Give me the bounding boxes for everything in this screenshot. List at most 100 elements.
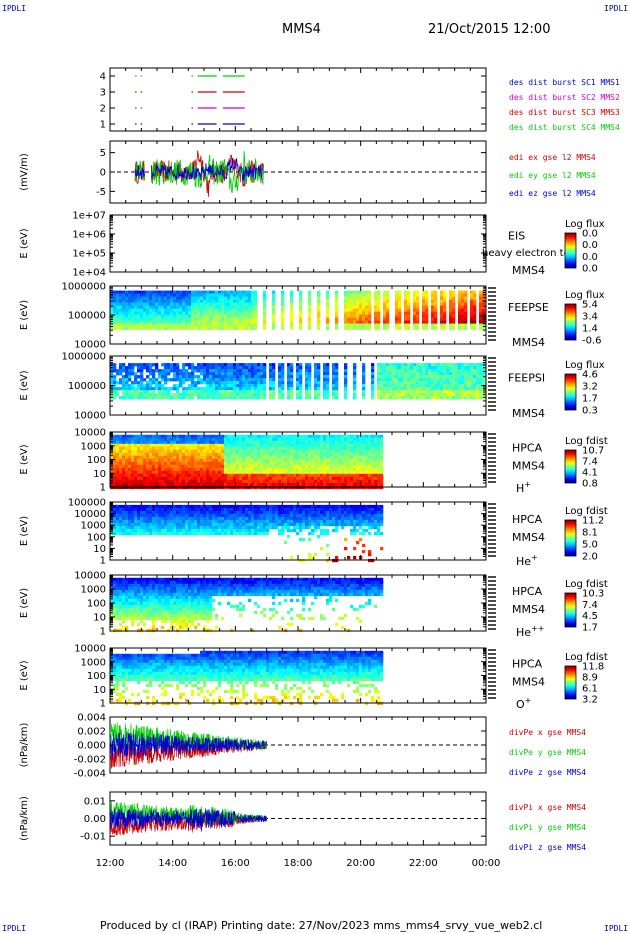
panel-hpca-h-species-sup: + — [524, 480, 531, 489]
panel-hpca-h-ytick-label: 1 — [100, 483, 106, 494]
corner-label-top-left: IPDLI — [2, 4, 27, 13]
panel-divpe-ytick-label: 0.000 — [77, 741, 106, 752]
panel-feepsi-colorbar-tick: 0.3 — [582, 406, 598, 417]
panel-hpca-hepp-spectrogram — [110, 577, 384, 633]
panel-eis-colorbar — [564, 232, 577, 269]
panel-eis-colorbar-title: Log flux — [565, 219, 605, 230]
x-tick-label: 00:00 — [472, 858, 501, 869]
panel-efield-ytick-label: 0 — [100, 168, 106, 179]
panel-hpca-h-colorbar-tick: 10.7 — [582, 446, 604, 457]
panel-feepse-ytick-label: 100000 — [68, 311, 106, 322]
panel-hpca-h-spectrogram — [110, 434, 384, 490]
panel-hpca-o-ytick-label: 1000 — [81, 657, 106, 668]
panel-hpca-he-colorbar-tick: 11.2 — [582, 516, 604, 527]
panel-hpca-he-colorbar — [564, 519, 577, 557]
panel-feepsi-instrument: FEEPSI — [508, 372, 545, 385]
panel-divpe-legend: divPe y gse MMS4 — [509, 748, 586, 757]
x-tick-label: 20:00 — [346, 858, 375, 869]
panel-feepse-ylabel: E (eV) — [19, 300, 30, 330]
panel-hpca-he-ytick-label: 1000 — [81, 521, 106, 532]
panel-feepse-ytick-label: 1000000 — [61, 282, 106, 293]
panel-eis-ytick-label: 1e+06 — [72, 230, 106, 241]
panel-hpca-hepp-colorbar-tick: 4.5 — [582, 611, 598, 622]
panel-hpca-o-species-sup: + — [525, 696, 532, 705]
panel-hpca-o-colorbar-tick: 3.2 — [582, 695, 598, 706]
panel-hpca-h-ytick-label: 1000 — [81, 441, 106, 452]
panel-burst-legend: des dist burst SC2 MMS2 — [509, 93, 620, 102]
panel-divpe-ytick-label: 0.002 — [77, 727, 106, 738]
panel-burst-frame — [109, 67, 487, 132]
panel-hpca-he-ytick-label: 100000 — [68, 498, 106, 509]
panel-divpi-legend: divPi y gse MMS4 — [509, 823, 586, 832]
panel-feepsi-ytick-label: 1000000 — [61, 352, 106, 363]
panel-feepse-colorbar-title: Log flux — [565, 290, 605, 301]
panel-efield-ytick-label: -5 — [96, 187, 106, 198]
panel-hpca-he-colorbar-title: Log fdist — [565, 506, 608, 517]
panel-hpca-he-ytick-label: 100 — [87, 532, 106, 543]
corner-label-bottom-right: IPDLI — [604, 924, 629, 933]
panel-divpi-series — [109, 808, 267, 829]
panel-hpca-he-ylabel: E (eV) — [19, 516, 30, 546]
panel-eis-overlay-text: heavy electron to — [482, 248, 570, 259]
panel-hpca-hepp-spacecraft: MMS4 — [512, 603, 545, 616]
panel-hpca-h-ytick-label: 10 — [93, 469, 106, 480]
panel-divpe-ytick-label: -0.002 — [74, 755, 106, 766]
panel-hpca-hepp-ytick-label: 1000 — [81, 585, 106, 596]
panel-hpca-o-colorbar-tick: 6.1 — [582, 684, 598, 695]
panel-divpe-ytick-label: 0.004 — [77, 713, 106, 724]
x-tick-label: 16:00 — [221, 858, 250, 869]
panel-burst-ytick-label: 2 — [100, 104, 106, 115]
panel-hpca-he-ytick-label: 1 — [100, 556, 106, 567]
panel-eis-frame — [109, 214, 487, 273]
panel-hpca-h-ytick-label: 10000 — [74, 428, 106, 439]
panel-feepse-colorbar-tick: -0.6 — [582, 336, 602, 347]
panel-hpca-hepp-colorbar-tick: 1.7 — [582, 623, 598, 634]
panel-efield-ytick-label: 5 — [100, 148, 106, 159]
panel-feepse-colorbar-tick: 1.4 — [582, 324, 598, 335]
panel-hpca-hepp-ylabel: E (eV) — [19, 588, 30, 618]
panel-feepsi-ytick-label: 100000 — [68, 381, 106, 392]
panel-feepsi-ytick-label: 10000 — [74, 411, 106, 422]
panel-burst-legend: des dist burst SC1 MMS1 — [509, 78, 620, 87]
panel-eis-colorbar-tick: 0.0 — [582, 252, 598, 263]
panel-feepse-spacecraft: MMS4 — [512, 336, 545, 349]
panel-feepse-spectrogram — [110, 290, 486, 330]
panel-hpca-hepp-species: He++ — [516, 624, 544, 639]
panel-divpe-ytick-label: -0.004 — [74, 769, 106, 780]
panel-hpca-h-colorbar — [564, 449, 577, 484]
panel-hpca-h-spacecraft: MMS4 — [512, 460, 545, 473]
panel-efield-legend: edi ey gse l2 MMS4 — [509, 171, 596, 180]
panel-hpca-he-colorbar-tick: 2.0 — [582, 552, 598, 563]
panel-hpca-he-ytick-label: 10 — [93, 544, 106, 555]
corner-label-top-right: IPDLI — [604, 4, 629, 13]
panel-hpca-o-ytick-label: 1 — [100, 699, 106, 710]
panel-burst-ytick-label: 4 — [100, 72, 106, 83]
x-tick-label: 22:00 — [409, 858, 438, 869]
panel-divpi-ylabel: (nPa/km) — [19, 796, 30, 841]
panel-eis-colorbar-tick: 0.0 — [582, 240, 598, 251]
panel-hpca-o-ylabel: E (eV) — [19, 660, 30, 690]
panel-hpca-hepp-colorbar-tick: 10.3 — [582, 589, 604, 600]
panel-hpca-o-ytick-label: 10000 — [74, 644, 106, 655]
panel-divpe-series — [109, 732, 267, 759]
panel-hpca-he-species-sup: + — [531, 553, 538, 562]
panel-hpca-he-species: He+ — [516, 553, 538, 568]
x-tick-label: 18:00 — [284, 858, 313, 869]
panel-efield-ylabel: (mV/m) — [19, 153, 30, 191]
panel-hpca-he-spacecraft: MMS4 — [512, 531, 545, 544]
panel-hpca-h-colorbar-title: Log fdist — [565, 436, 608, 447]
panel-hpca-he-colorbar-tick: 8.1 — [582, 528, 598, 539]
panel-feepsi-colorbar-title: Log flux — [565, 360, 605, 371]
x-tick-label: 12:00 — [96, 858, 125, 869]
panel-feepsi-colorbar — [564, 373, 577, 411]
panel-feepsi-colorbar-tick: 1.7 — [582, 394, 598, 405]
panel-eis-ytick-label: 1e+07 — [72, 211, 106, 222]
panel-feepsi-spectrogram — [110, 363, 486, 400]
panel-hpca-o-colorbar-tick: 11.8 — [582, 662, 604, 673]
panel-hpca-he-spectrogram — [110, 504, 384, 563]
panel-efield-legend: edi ez gse l2 MMS4 — [509, 189, 596, 198]
panel-hpca-o-species: O+ — [516, 696, 531, 711]
panel-eis-spacecraft: MMS4 — [512, 264, 545, 277]
panel-eis-ytick-label: 1e+05 — [72, 249, 106, 260]
panel-feepse-colorbar-tick: 5.4 — [582, 300, 598, 311]
